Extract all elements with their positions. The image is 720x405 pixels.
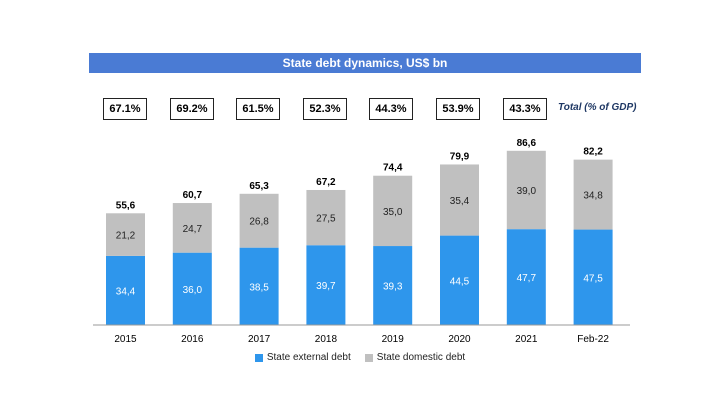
gdp-ratio-2018: 52.3% [303,98,347,120]
label-domestic-4: 35,0 [383,207,403,218]
x-tick-label-4: 2019 [382,334,405,345]
label-domestic-7: 34,8 [583,191,603,202]
label-external-7: 47,5 [583,273,603,284]
total-label-1: 60,7 [183,190,203,201]
bar-domestic-3 [306,189,346,246]
gdp-ratio-2021: 43.3% [503,98,547,120]
label-domestic-3: 27,5 [316,214,336,225]
gdp-ratio-2017: 61.5% [236,98,280,120]
legend-label-domestic: State domestic debt [376,352,466,363]
chart-title: State debt dynamics, US$ bn [89,53,641,73]
x-tick-label-1: 2016 [181,334,204,345]
gdp-ratio-2016: 69.2% [170,98,214,120]
bar-domestic-1 [172,203,212,253]
bar-domestic-7 [573,159,613,230]
bar-domestic-2 [239,193,279,248]
legend: State external debt State domestic debt [0,352,720,363]
label-external-6: 47,7 [517,273,537,284]
legend-swatch-domestic [364,353,373,362]
label-external-4: 39,3 [383,282,403,293]
total-label-0: 55,6 [116,200,136,211]
x-tick-label-0: 2015 [114,334,137,345]
x-tick-label-7: Feb-22 [577,334,609,345]
bar-domestic-4 [373,175,413,247]
bar-external-2 [239,247,279,325]
x-tick-label-5: 2020 [448,334,471,345]
total-label-4: 74,4 [383,163,403,174]
label-domestic-0: 21,2 [116,231,136,242]
label-domestic-2: 26,8 [249,217,269,228]
legend-label-external: State external debt [266,352,351,363]
bar-external-4 [373,246,413,325]
bar-external-0 [106,255,145,325]
bar-external-6 [506,229,546,325]
label-external-2: 38,5 [249,282,269,293]
label-external-3: 39,7 [316,281,336,292]
label-domestic-6: 39,0 [517,186,537,197]
total-label-6: 86,6 [517,138,537,149]
bar-domestic-0 [106,213,145,256]
bar-external-3 [306,245,346,325]
bar-external-5 [440,235,479,325]
gdp-ratio-label: Total (% of GDP) [558,102,637,113]
bar-domestic-5 [440,164,479,236]
gdp-ratio-2015: 67.1% [103,98,147,120]
label-domestic-1: 24,7 [183,224,203,235]
total-label-7: 82,2 [583,147,603,158]
label-external-1: 36,0 [183,285,203,296]
x-tick-label-6: 2021 [515,334,538,345]
gdp-ratio-2020: 53.9% [436,98,480,120]
total-label-5: 79,9 [450,151,470,162]
total-label-2: 65,3 [249,181,269,192]
x-tick-label-3: 2018 [315,334,338,345]
legend-item-domestic: State domestic debt [364,352,466,363]
total-label-3: 67,2 [316,177,336,188]
x-tick-label-2: 2017 [248,334,271,345]
bar-external-1 [172,252,212,325]
label-domestic-5: 35,4 [450,196,470,207]
label-external-5: 44,5 [450,276,470,287]
gdp-ratio-2019: 44.3% [369,98,413,120]
bar-external-7 [573,229,613,325]
label-external-0: 34,4 [116,286,136,297]
legend-item-external: State external debt [254,352,351,363]
legend-swatch-external [254,353,263,362]
bar-domestic-6 [506,150,546,230]
